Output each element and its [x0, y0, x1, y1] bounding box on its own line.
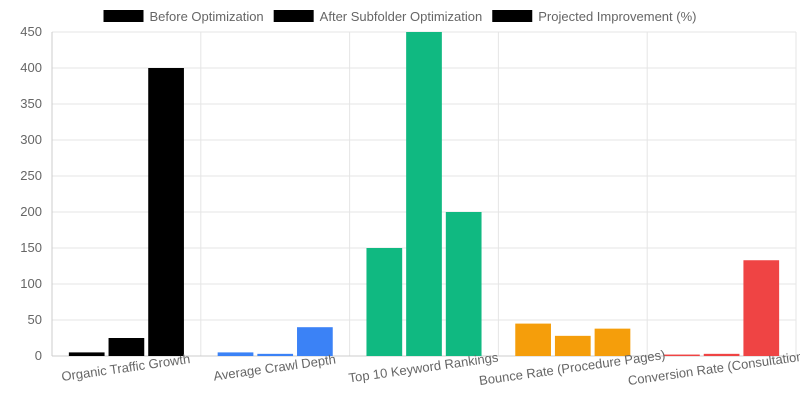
legend-label: Before Optimization [150, 9, 264, 24]
bar [594, 328, 631, 356]
y-tick-label: 0 [35, 348, 42, 363]
bar [406, 32, 442, 356]
bar [366, 248, 403, 356]
y-tick-label: 100 [20, 276, 42, 291]
y-tick-label: 50 [28, 312, 42, 327]
y-tick-label: 400 [20, 60, 42, 75]
bar [515, 323, 551, 356]
legend: Before Optimization After Subfolder Optim… [103, 9, 696, 24]
bar [297, 327, 333, 356]
bar [108, 338, 145, 356]
bar [743, 260, 780, 356]
bar [664, 354, 700, 356]
y-tick-label: 450 [20, 24, 42, 39]
y-tick-label: 250 [20, 168, 42, 183]
bars [68, 32, 780, 356]
y-tick-label: 300 [20, 132, 42, 147]
bar [257, 353, 294, 356]
legend-swatch [492, 10, 533, 22]
bar [554, 335, 591, 356]
legend-swatch [103, 10, 144, 22]
bar [217, 352, 254, 356]
legend-label: Projected Improvement (%) [538, 9, 696, 24]
y-tick-label: 350 [20, 96, 42, 111]
bar [148, 68, 184, 356]
legend-label: After Subfolder Optimization [320, 9, 483, 24]
y-tick-label: 150 [20, 240, 42, 255]
legend-swatch [273, 10, 314, 22]
y-tick-label: 200 [20, 204, 42, 219]
bar [445, 212, 482, 356]
bar [68, 352, 105, 356]
bar [703, 353, 740, 356]
